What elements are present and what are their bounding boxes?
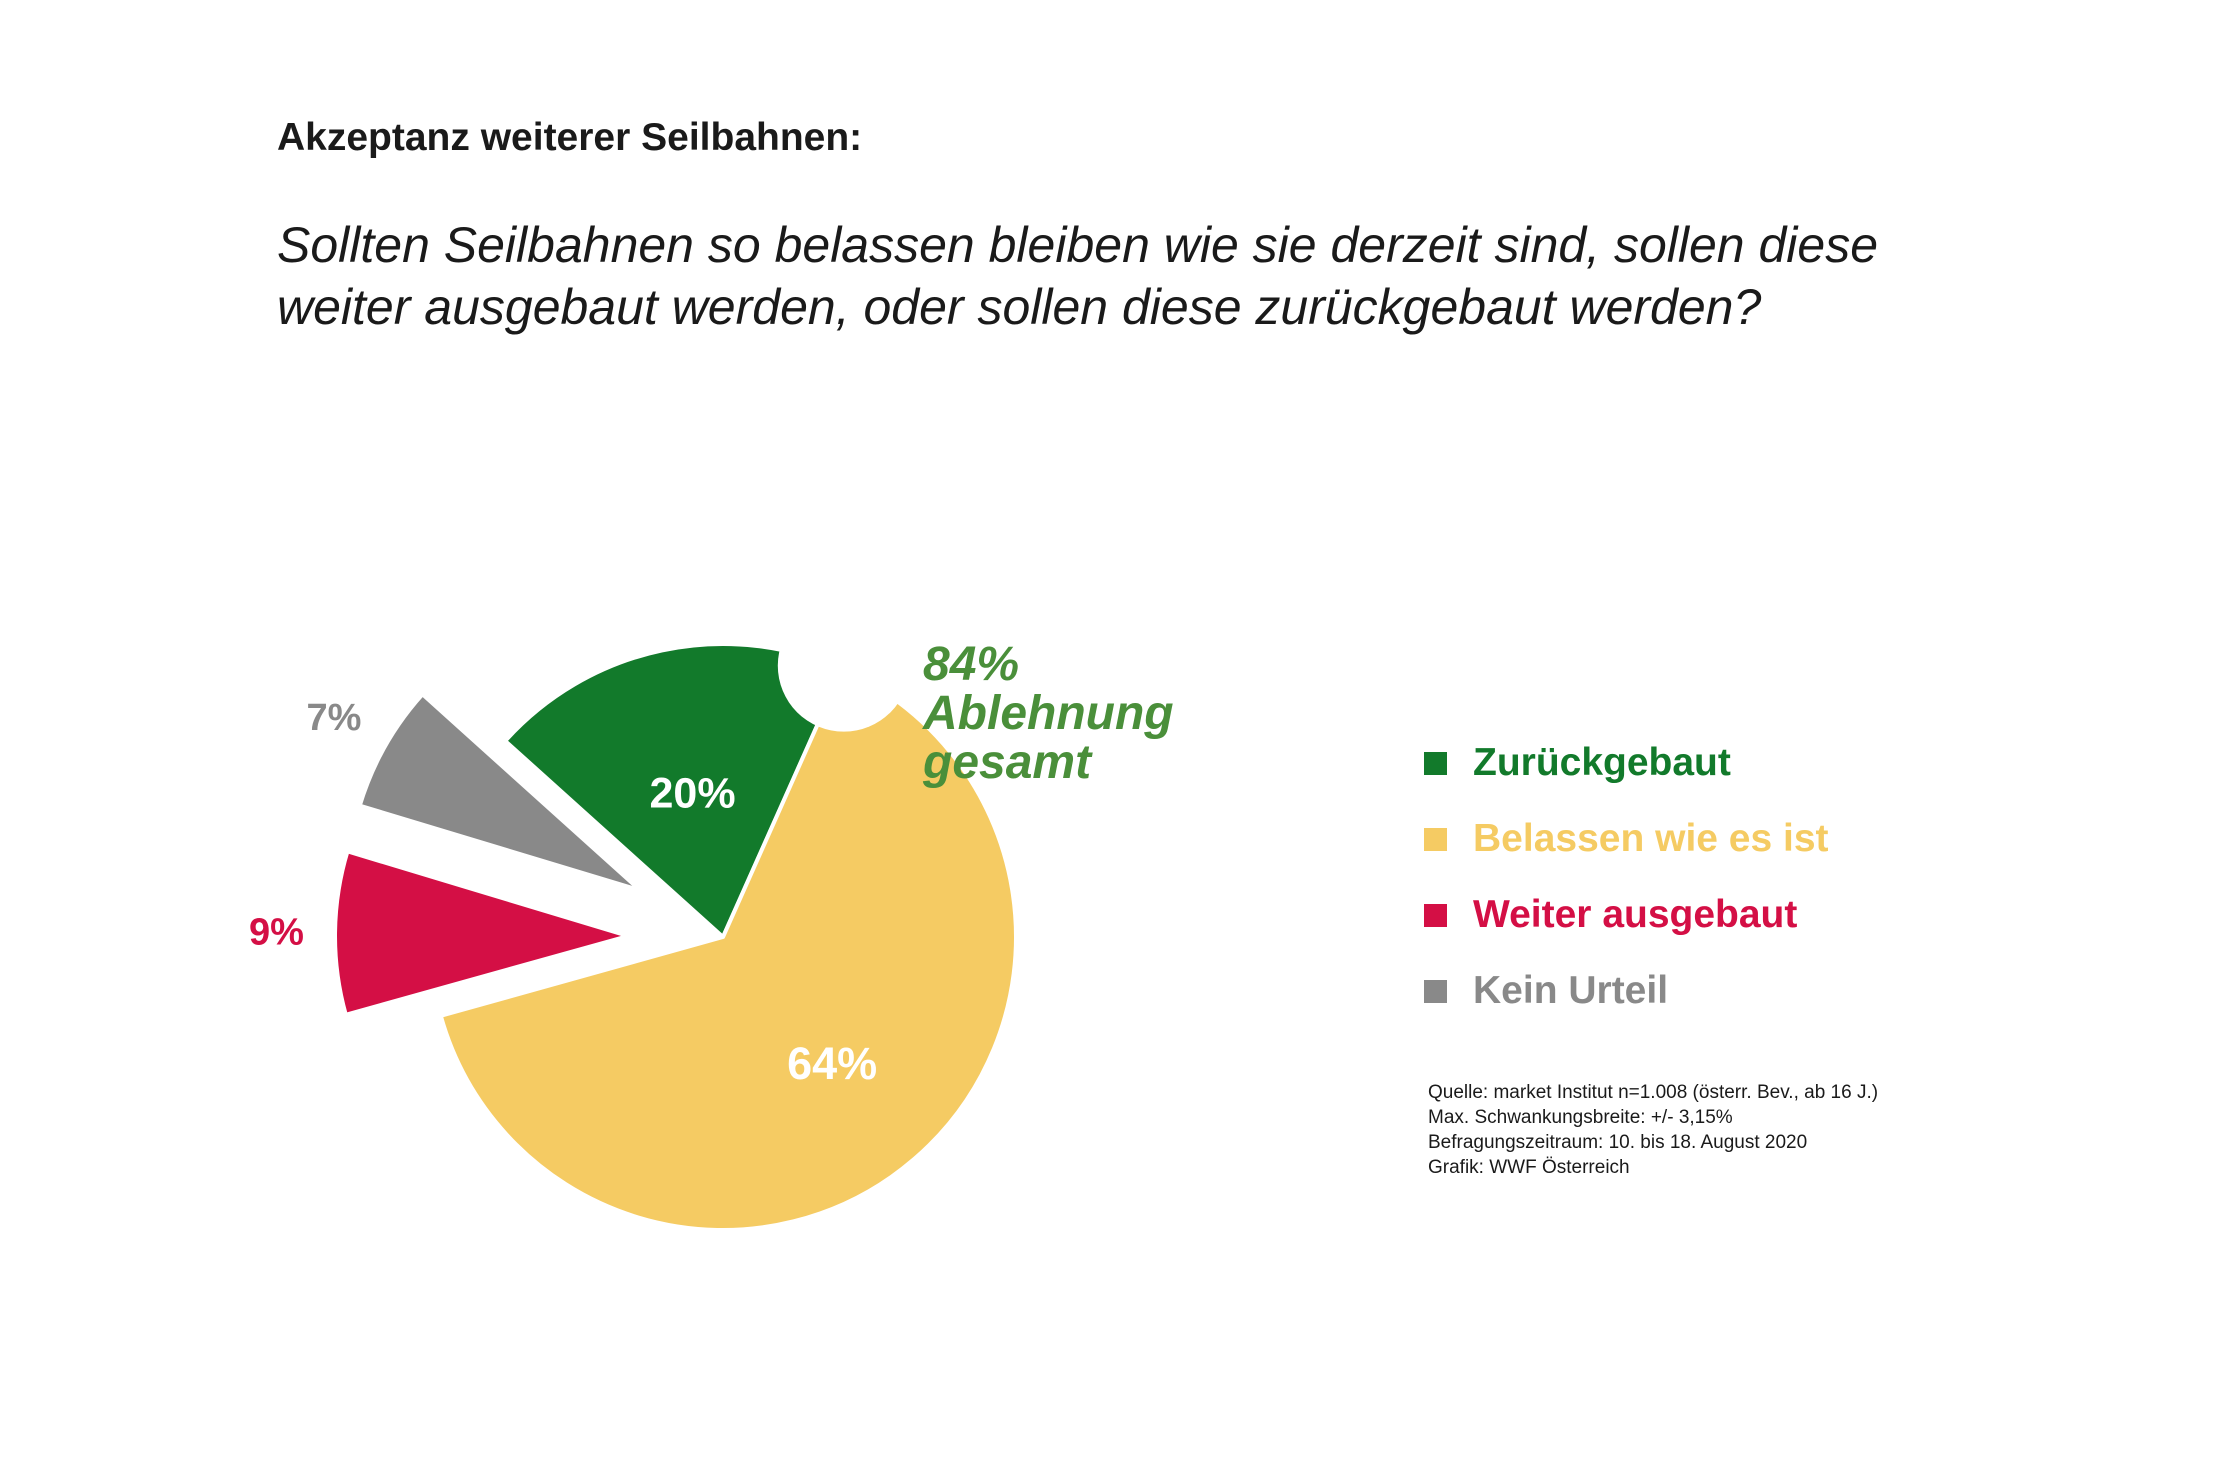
- legend-label: Kein Urteil: [1473, 969, 1669, 1012]
- pie-slice-kein-urteil: [357, 692, 643, 893]
- legend-swatch: [1424, 751, 1447, 775]
- pie-slice-weiter-ausgebaut: [333, 849, 631, 1017]
- pie-label-zurueckgebaut: 20%: [650, 770, 736, 818]
- legend-label: Belassen wie es ist: [1473, 817, 1829, 860]
- source-line-2: Max. Schwankungsbreite: +/- 3,15%: [1428, 1107, 1733, 1128]
- survey-question-line-1: Sollten Seilbahnen so belassen bleiben w…: [277, 217, 1879, 273]
- rejection-callout: 84% Ablehnung gesamt: [923, 640, 1174, 787]
- legend-swatch: [1424, 827, 1447, 851]
- pie-slices: [333, 642, 1018, 1232]
- legend-label: Weiter ausgebaut: [1473, 893, 1798, 936]
- pie-label-belassen-wie-es-ist: 64%: [787, 1038, 877, 1089]
- pie-slice-belassen-wie-es-ist: [438, 667, 1018, 1232]
- legend-swatch: [1424, 903, 1447, 927]
- callout-line-ablehnung: Ablehnung: [923, 687, 1174, 740]
- pie-label-kein-urteil: 7%: [306, 697, 361, 739]
- legend-swatch: [1424, 979, 1447, 1003]
- pie-labels: 20% 64% 9% 7%: [249, 697, 877, 1089]
- source-line-4: Grafik: WWF Österreich: [1428, 1157, 1630, 1178]
- survey-question-line-2: weiter ausgebaut werden, oder sollen die…: [277, 279, 1762, 335]
- callout-line-gesamt: gesamt: [923, 736, 1092, 789]
- source-line-1: Quelle: market Institut n=1.008 (österr.…: [1428, 1082, 1879, 1103]
- callout-percent: 84%: [923, 638, 1020, 691]
- legend-label: Zurückgebaut: [1473, 741, 1731, 784]
- source-note: Quelle: market Institut n=1.008 (österr.…: [1428, 1080, 1878, 1180]
- callout-notch: [777, 599, 910, 732]
- source-line-3: Befragungszeitraum: 10. bis 18. August 2…: [1428, 1132, 1808, 1153]
- legend-item-belassen-wie-es-ist: Belassen wie es ist: [1424, 801, 1829, 877]
- legend-item-weiter-ausgebaut: Weiter ausgebaut: [1424, 877, 1829, 953]
- survey-question: Sollten Seilbahnen so belassen bleiben w…: [277, 214, 1977, 338]
- chart-title: Akzeptanz weiterer Seilbahnen:: [277, 116, 863, 159]
- chart-legend: Zurückgebaut Belassen wie es ist Weiter au…: [1424, 725, 1829, 1029]
- legend-item-zurueckgebaut: Zurückgebaut: [1424, 725, 1829, 801]
- legend-item-kein-urteil: Kein Urteil: [1424, 953, 1829, 1029]
- pie-label-weiter-ausgebaut: 9%: [249, 911, 304, 953]
